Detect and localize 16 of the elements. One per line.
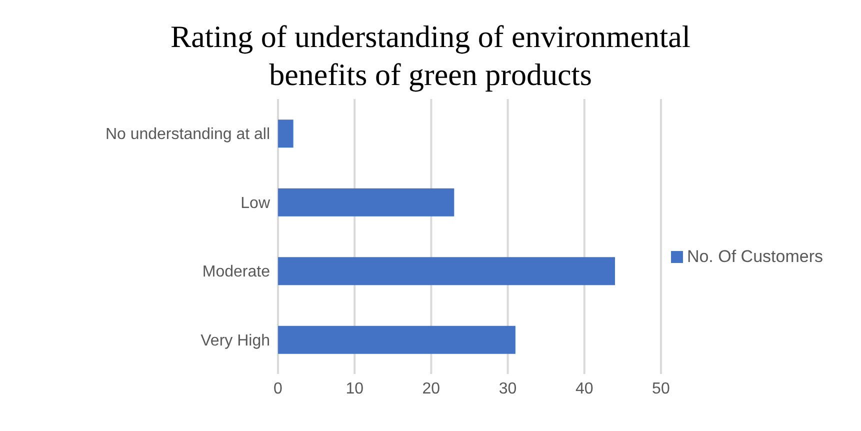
bar <box>278 257 615 286</box>
x-tick-label: 20 <box>422 380 440 398</box>
bar <box>278 120 294 148</box>
x-tick-label: 30 <box>498 380 517 398</box>
x-tick-label: 10 <box>346 380 364 398</box>
y-tick-label: Moderate <box>202 264 270 281</box>
legend-label: No. Of Customers <box>686 246 823 266</box>
bar <box>278 188 454 216</box>
x-tick-label: 40 <box>575 380 594 398</box>
y-tick-label: Very High <box>200 332 270 350</box>
x-tick-label: 50 <box>652 380 670 398</box>
chart-title: Rating of understanding of environmental benefits of green products <box>170 18 692 94</box>
y-tick-label: Low <box>240 194 270 212</box>
x-tick-label: 0 <box>274 380 283 398</box>
bar <box>278 326 516 354</box>
y-tick-label: No understanding at all <box>105 126 270 144</box>
